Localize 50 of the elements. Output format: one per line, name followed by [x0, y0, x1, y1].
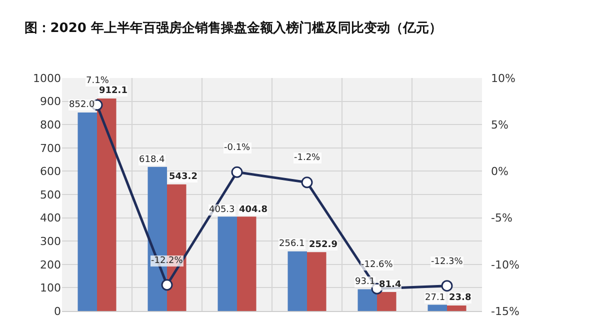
point: [441, 280, 453, 292]
point: [161, 279, 173, 291]
y-tick-label: 100: [40, 282, 61, 295]
data-label: 543.2: [169, 172, 198, 182]
data-label: 256.1: [279, 239, 305, 249]
bar: [218, 216, 237, 311]
bar: [307, 252, 326, 311]
point: [301, 176, 313, 188]
data-label: 852.0: [69, 100, 96, 110]
data-label: 7.1%: [86, 76, 110, 86]
bar: [97, 98, 116, 311]
data-label: 618.4: [139, 155, 166, 165]
y2-tick-label: -15%: [491, 304, 520, 318]
y2-tick-label: 5%: [491, 118, 508, 132]
data-label: 27.1: [425, 293, 446, 303]
data-label: -0.1%: [224, 143, 251, 153]
y2-tick-label: -5%: [491, 212, 512, 225]
bar: [288, 251, 307, 311]
y-tick-label: 200: [40, 258, 61, 272]
y2-tick-label: -10%: [491, 258, 520, 272]
bar: [237, 216, 256, 311]
y-tick-label: 900: [40, 95, 61, 108]
y2-tick-label: 0%: [491, 165, 508, 178]
y-tick-label: 800: [40, 118, 61, 132]
data-label: 23.8: [449, 293, 472, 303]
data-label: 405.3: [209, 205, 235, 215]
bar: [447, 305, 466, 311]
data-label: -12.6%: [361, 260, 394, 270]
y-tick-label: 1000: [33, 72, 61, 85]
y-tick-label: 600: [40, 165, 61, 178]
data-label: -1.2%: [294, 153, 321, 163]
data-label: 93.1: [355, 277, 376, 287]
y2-tick-label: 10%: [491, 72, 516, 85]
y-tick-label: 700: [40, 142, 61, 155]
data-label: -12.3%: [431, 257, 464, 267]
y-tick-label: 0: [54, 304, 61, 318]
data-label: 404.8: [239, 205, 268, 215]
bar: [358, 289, 377, 311]
data-label: 912.1: [99, 86, 128, 96]
bar: [78, 112, 97, 311]
data-label: 252.9: [309, 240, 338, 250]
chart-title: 图：2020 年上半年百强房企销售操盘金额入榜门槛及同比变动（亿元）: [24, 20, 442, 36]
y-tick-label: 400: [40, 212, 61, 225]
data-label: -12.2%: [151, 256, 184, 266]
point: [231, 166, 243, 178]
y-tick-label: 300: [40, 234, 61, 248]
bar: [377, 292, 396, 311]
y-tick-label: 500: [40, 188, 61, 202]
data-label: 81.4: [379, 280, 402, 290]
bar: [428, 304, 447, 311]
